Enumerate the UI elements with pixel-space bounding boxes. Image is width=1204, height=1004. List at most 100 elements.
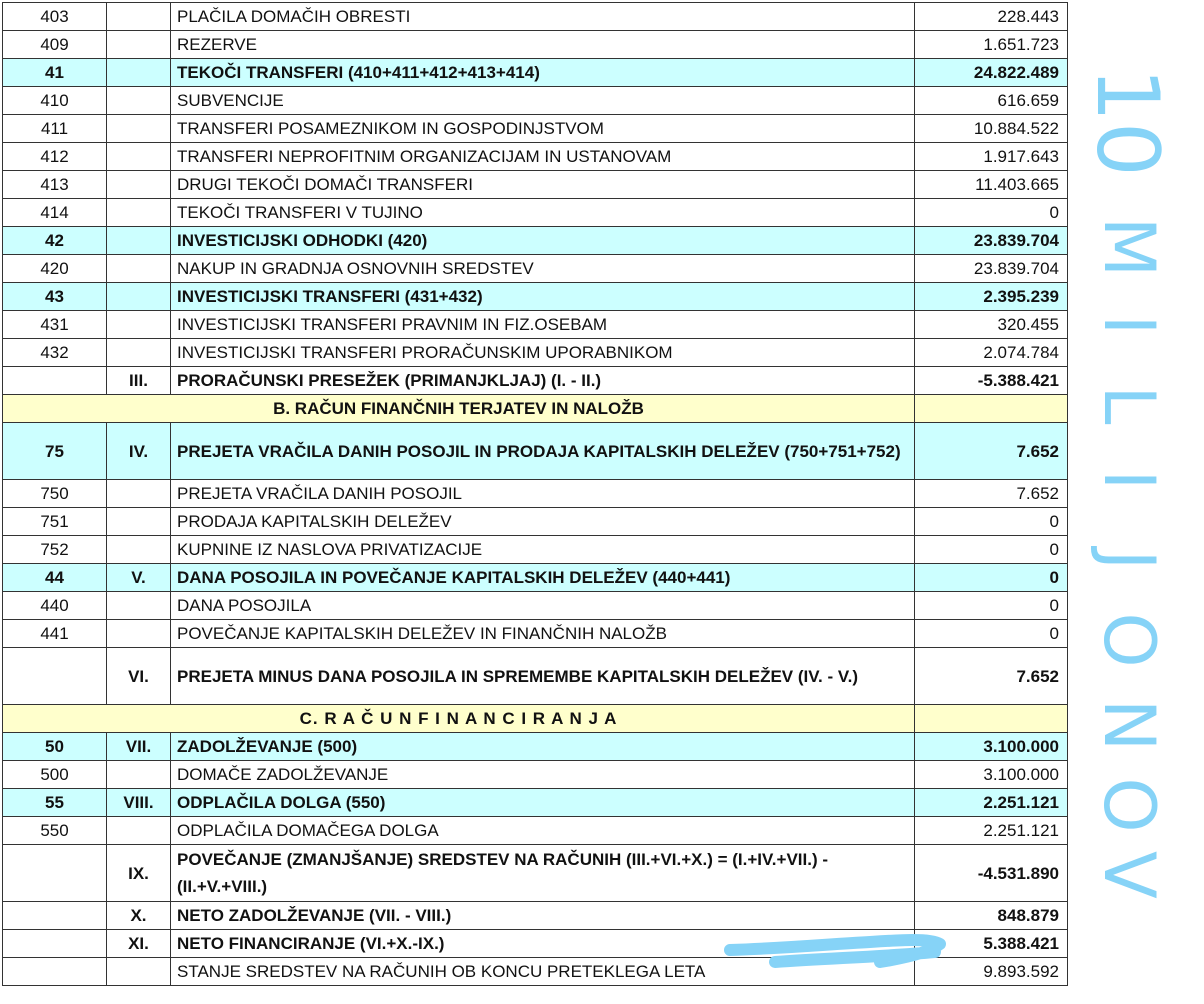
value-cell: 10.884.522: [914, 114, 1068, 143]
table-row: B. RAČUN FINANČNIH TERJATEV IN NALOŽB: [2, 394, 1068, 423]
section-header: C. R A Č U N F I N A N C I R A N J A: [2, 704, 915, 733]
annotation-letter: M: [1088, 217, 1170, 277]
code-cell: [2, 957, 107, 986]
label-cell: ODPLAČILA DOMAČEGA DOLGA: [170, 816, 915, 845]
value-cell: 5.388.421: [914, 929, 1068, 958]
roman-numeral-cell: [106, 142, 171, 171]
code-cell: 413: [2, 170, 107, 199]
code-cell: 441: [2, 619, 107, 648]
value-cell: 0: [914, 535, 1068, 564]
table-row: 41 TEKOČI TRANSFERI (410+411+412+413+414)…: [2, 58, 1068, 87]
roman-numeral-cell: [106, 338, 171, 367]
table-row: XI. NETO FINANCIRANJE (VI.+X.-IX.) 5.388.4…: [2, 929, 1068, 958]
roman-numeral-cell: V.: [106, 563, 171, 592]
table-row: 75 IV. PREJETA VRAČILA DANIH POSOJIL IN PR…: [2, 422, 1068, 480]
roman-numeral-cell: [106, 957, 171, 986]
budget-table: 403 PLAČILA DOMAČIH OBRESTI 228.443 409 REZE…: [2, 2, 1068, 986]
annotation-letter: L: [1088, 386, 1170, 425]
table-row: 403 PLAČILA DOMAČIH OBRESTI 228.443: [2, 2, 1068, 31]
label-cell: PREJETA VRAČILA DANIH POSOJIL: [170, 479, 915, 508]
value-cell: 24.822.489: [914, 58, 1068, 87]
value-cell: 2.395.239: [914, 282, 1068, 311]
value-cell: 0: [914, 198, 1068, 227]
roman-numeral-cell: [106, 30, 171, 59]
label-cell: NETO ZADOLŽEVANJE (VII. - VIII.): [170, 901, 915, 930]
table-row: 412 TRANSFERI NEPROFITNIM ORGANIZACIJAM I…: [2, 142, 1068, 171]
value-cell: 3.100.000: [914, 760, 1068, 789]
value-cell: 7.652: [914, 479, 1068, 508]
label-cell: DANA POSOJILA IN POVEČANJE KAPITALSKIH D…: [170, 563, 915, 592]
label-cell: POVEČANJE KAPITALSKIH DELEŽEV IN FINANČN…: [170, 619, 915, 648]
code-cell: 41: [2, 58, 107, 87]
roman-numeral-cell: [106, 479, 171, 508]
annotation-letter: J: [1088, 546, 1170, 571]
label-cell: NETO FINANCIRANJE (VI.+X.-IX.): [170, 929, 915, 958]
value-cell: 0: [914, 619, 1068, 648]
value-cell: 1.917.643: [914, 142, 1068, 171]
table-row: 414 TEKOČI TRANSFERI V TUJINO 0: [2, 198, 1068, 227]
value-cell: 0: [914, 563, 1068, 592]
roman-numeral-cell: [106, 310, 171, 339]
roman-numeral-cell: [106, 114, 171, 143]
label-cell: KUPNINE IZ NASLOVA PRIVATIZACIJE: [170, 535, 915, 564]
code-cell: 43: [2, 282, 107, 311]
roman-numeral-cell: [106, 2, 171, 31]
code-cell: 751: [2, 507, 107, 536]
label-cell: DOMAČE ZADOLŽEVANJE: [170, 760, 915, 789]
table-row: 500 DOMAČE ZADOLŽEVANJE 3.100.000: [2, 760, 1068, 789]
annotation-letter: I: [1088, 470, 1170, 491]
roman-numeral-cell: [106, 58, 171, 87]
roman-numeral-cell: IX.: [106, 844, 171, 902]
code-cell: 431: [2, 310, 107, 339]
code-cell: 432: [2, 338, 107, 367]
roman-numeral-cell: [106, 254, 171, 283]
roman-numeral-cell: VI.: [106, 647, 171, 705]
annotation-number: 10: [1077, 67, 1177, 176]
value-cell: 2.251.121: [914, 816, 1068, 845]
roman-numeral-cell: [106, 507, 171, 536]
table-row: 411 TRANSFERI POSAMEZNIKOM IN GOSPODINJST…: [2, 114, 1068, 143]
code-cell: 75: [2, 422, 107, 480]
code-cell: 750: [2, 479, 107, 508]
label-cell: POVEČANJE (ZMANJŠANJE) SREDSTEV NA RAČUN…: [170, 844, 915, 902]
code-cell: 550: [2, 816, 107, 845]
code-cell: [2, 844, 107, 902]
label-cell: ODPLAČILA DOLGA (550): [170, 788, 915, 817]
value-cell: [914, 704, 1068, 733]
value-cell: 23.839.704: [914, 254, 1068, 283]
roman-numeral-cell: [106, 282, 171, 311]
label-cell: SUBVENCIJE: [170, 86, 915, 115]
roman-numeral-cell: [106, 198, 171, 227]
table-row: III. PRORAČUNSKI PRESEŽEK (PRIMANJKLJAJ) …: [2, 366, 1068, 395]
roman-numeral-cell: [106, 591, 171, 620]
table-row: 751 PRODAJA KAPITALSKIH DELEŽEV 0: [2, 507, 1068, 536]
label-cell: STANJE SREDSTEV NA RAČUNIH OB KONCU PRET…: [170, 957, 915, 986]
table-row: 440 DANA POSOJILA 0: [2, 591, 1068, 620]
value-cell: [914, 394, 1068, 423]
label-cell: INVESTICIJSKI ODHODKI (420): [170, 226, 915, 255]
label-cell: PREJETA MINUS DANA POSOJILA IN SPREMEMBE…: [170, 647, 915, 705]
annotation-letter: N: [1088, 699, 1170, 751]
table-row: 752 KUPNINE IZ NASLOVA PRIVATIZACIJE 0: [2, 535, 1068, 564]
section-header: B. RAČUN FINANČNIH TERJATEV IN NALOŽB: [2, 394, 915, 423]
roman-numeral-cell: VII.: [106, 732, 171, 761]
value-cell: 228.443: [914, 2, 1068, 31]
label-cell: PREJETA VRAČILA DANIH POSOJIL IN PRODAJA…: [170, 422, 915, 480]
code-cell: 420: [2, 254, 107, 283]
annotation-letter: O: [1088, 777, 1170, 832]
value-cell: 2.251.121: [914, 788, 1068, 817]
roman-numeral-cell: [106, 86, 171, 115]
table-row: 42 INVESTICIJSKI ODHODKI (420) 23.839.704: [2, 226, 1068, 255]
annotation-letter: I: [1088, 315, 1170, 336]
code-cell: 55: [2, 788, 107, 817]
value-cell: 320.455: [914, 310, 1068, 339]
code-cell: 403: [2, 2, 107, 31]
table-row: C. R A Č U N F I N A N C I R A N J A: [2, 704, 1068, 733]
roman-numeral-cell: III.: [106, 366, 171, 395]
value-cell: -4.531.890: [914, 844, 1068, 902]
roman-numeral-cell: XI.: [106, 929, 171, 958]
value-cell: 3.100.000: [914, 732, 1068, 761]
value-cell: 2.074.784: [914, 338, 1068, 367]
code-cell: 411: [2, 114, 107, 143]
table-row: IX. POVEČANJE (ZMANJŠANJE) SREDSTEV NA RA…: [2, 844, 1068, 902]
